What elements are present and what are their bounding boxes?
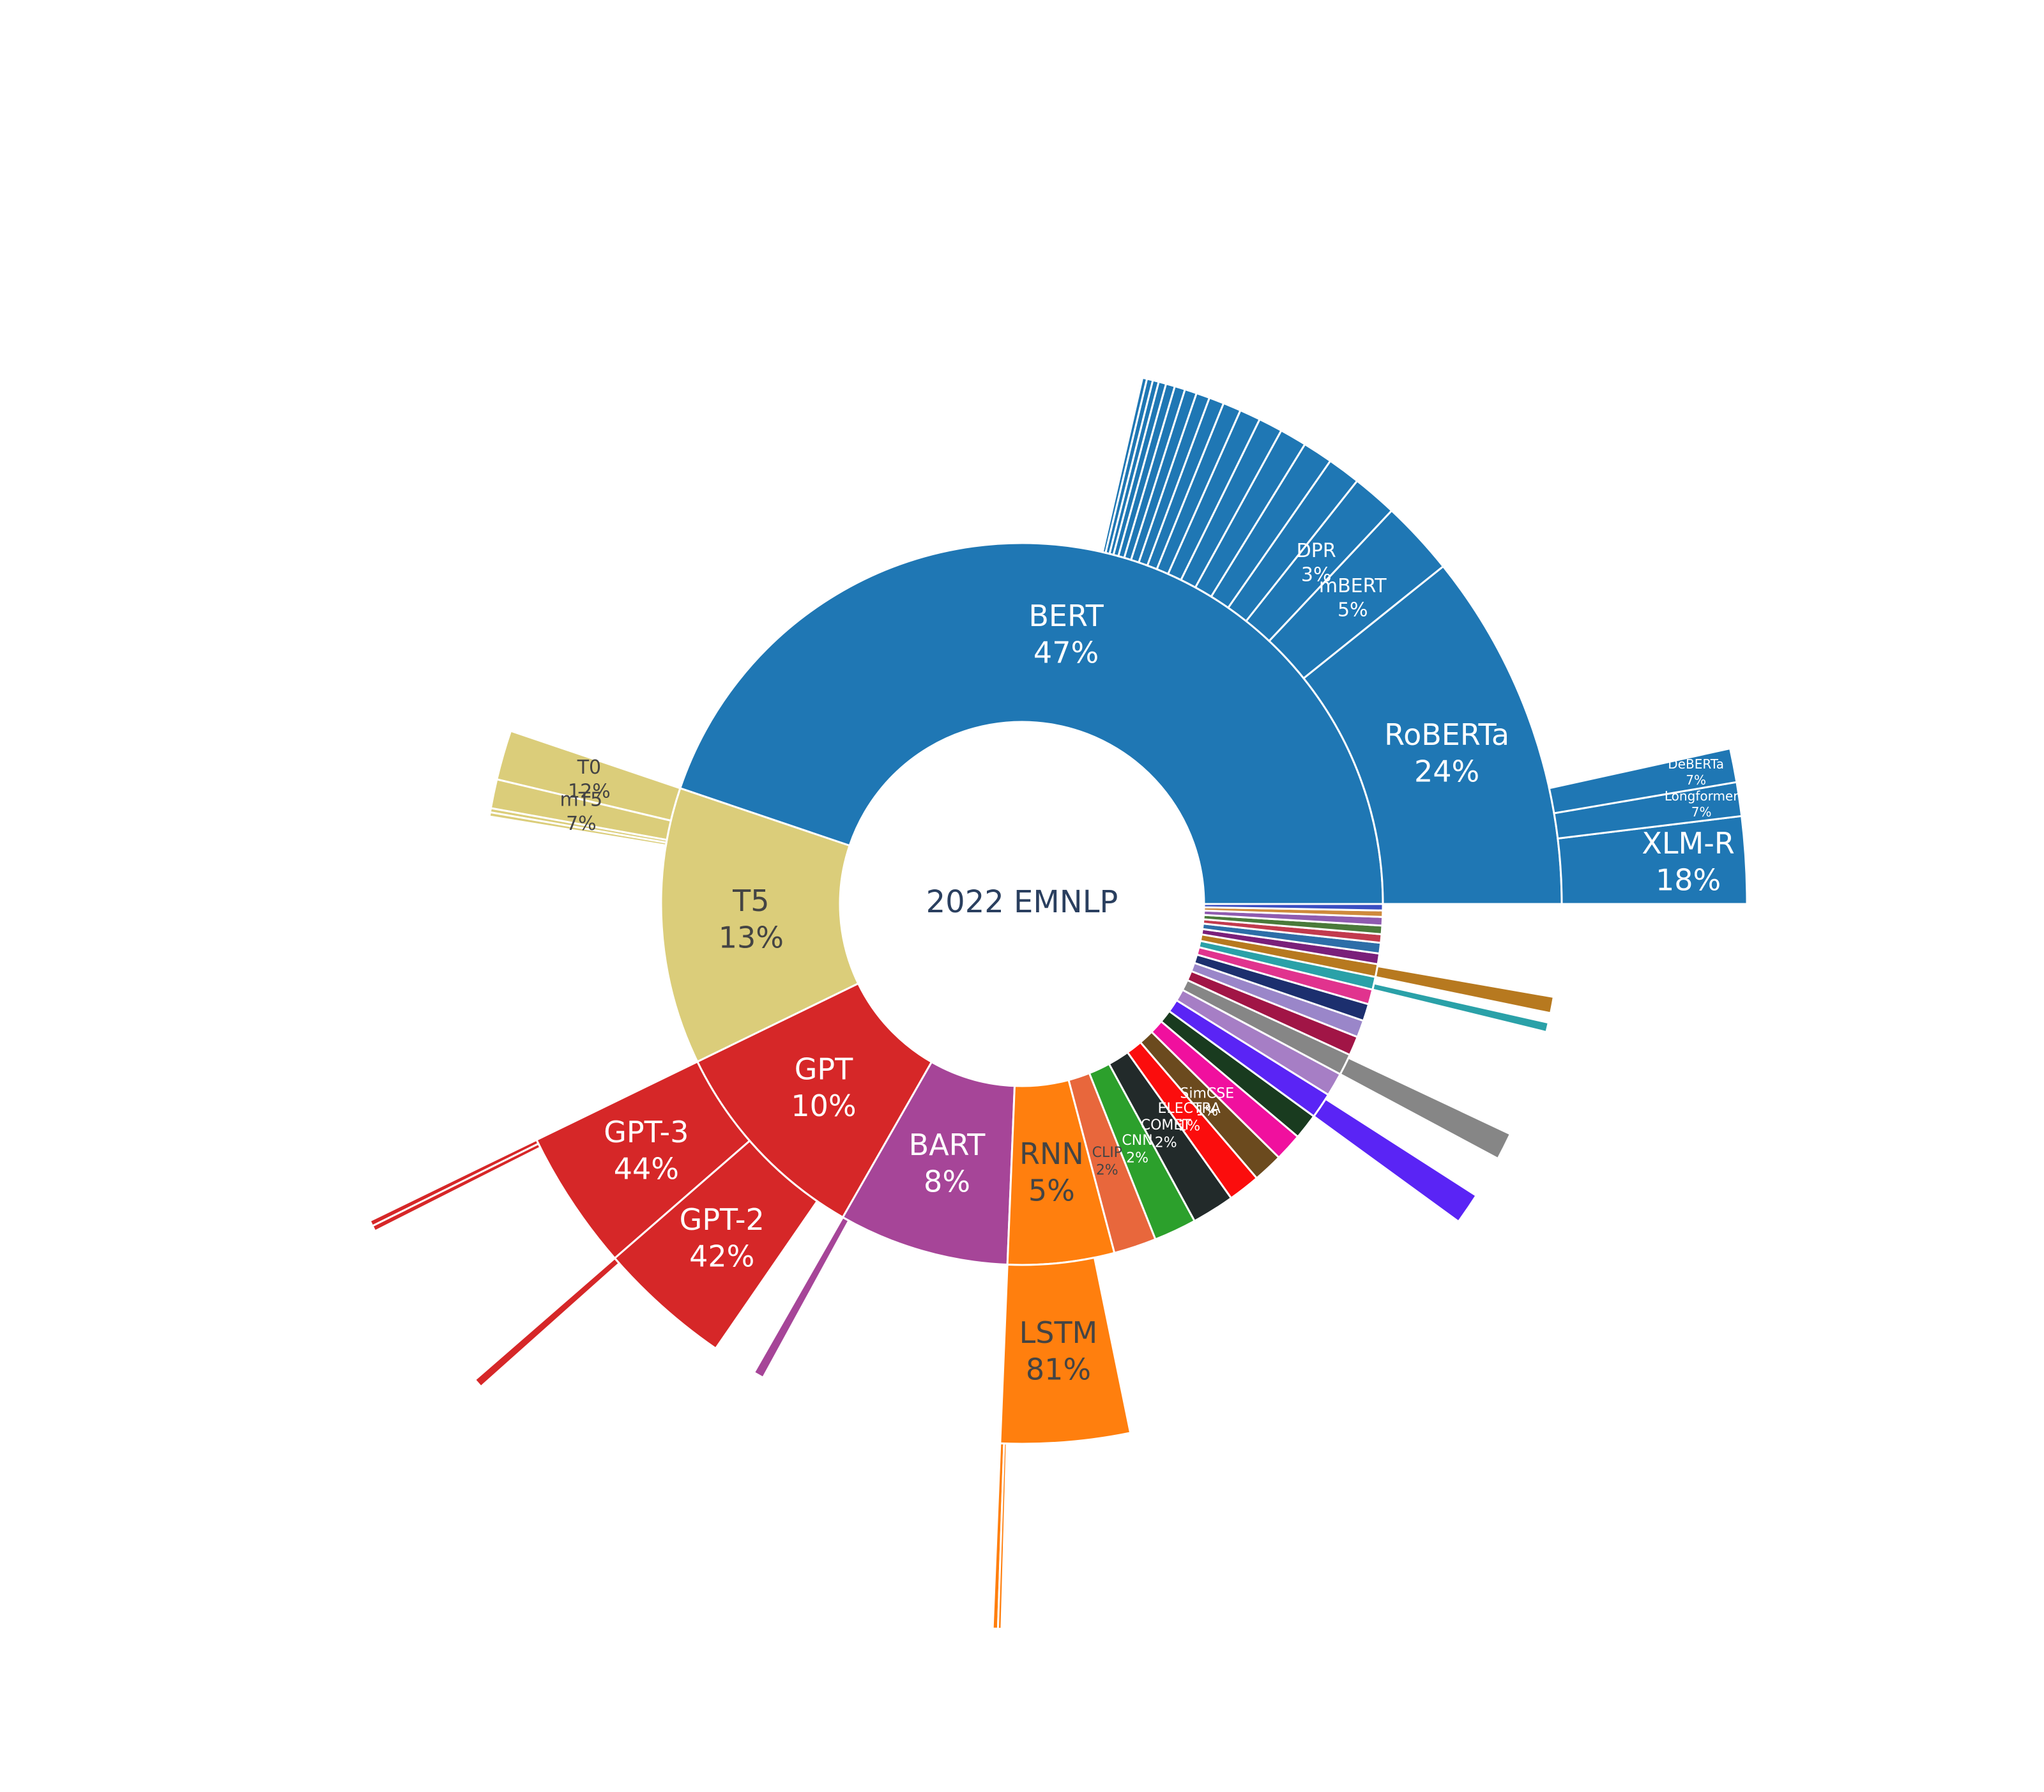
label-gpt-2: GPT-2 42%	[680, 1202, 765, 1274]
segment-xlm-r[interactable]	[1557, 815, 1748, 905]
label-simcse: SimCSE 1%	[1180, 1085, 1234, 1119]
label-roberta: RoBERTa 24%	[1384, 717, 1509, 788]
label-longformer: Longformer 7%	[1665, 788, 1739, 819]
segment-o1[interactable]	[1150, 1020, 1299, 1159]
segment-cnn[interactable]	[1088, 1062, 1196, 1241]
segment-longformer[interactable]	[1553, 781, 1743, 840]
segment-lstm[interactable]	[999, 1256, 1132, 1445]
ring-3	[369, 747, 1748, 1630]
segment-t5-child-21[interactable]	[488, 811, 667, 847]
segment-bert-child-4[interactable]	[1210, 443, 1332, 609]
segment-t0[interactable]	[496, 730, 682, 822]
segment-bert-child-7[interactable]	[1166, 409, 1262, 581]
label-cnn: CNN 2%	[1122, 1133, 1152, 1167]
label-electra: ELECTRA 1%	[1158, 1101, 1221, 1135]
label-comet: COMET 2%	[1141, 1117, 1192, 1151]
segment-o5-child-27[interactable]	[1339, 1056, 1512, 1160]
segment-bert-child-17[interactable]	[1101, 376, 1148, 555]
segment-bart-child-24[interactable]	[752, 1216, 850, 1379]
label-mt5: mT5 7%	[560, 788, 603, 835]
segment-comet[interactable]	[1108, 1051, 1233, 1223]
label-t0: T0 12%	[568, 756, 611, 802]
segment-gpt-2-child-6[interactable]	[473, 1257, 621, 1388]
segment-lstm-child-8[interactable]	[996, 1442, 1008, 1630]
segment-bert-child-8[interactable]	[1155, 402, 1242, 576]
segment-gpt-2[interactable]	[613, 1139, 819, 1350]
label-gpt: GPT 10%	[791, 1052, 856, 1123]
ring-2	[488, 376, 1563, 1445]
label-bart: BART 8%	[909, 1127, 986, 1198]
label-clip: CLIP 2%	[1092, 1145, 1122, 1179]
label-t5: T5 13%	[719, 884, 784, 955]
segment-electra[interactable]	[1126, 1041, 1258, 1200]
ring-1	[660, 542, 1384, 1266]
segment-o4[interactable]	[1175, 988, 1342, 1096]
segment-o11-child-28[interactable]	[1374, 965, 1555, 1015]
segment-labels: BERT 47% T5 13% GPT 10% BART 8% RNN 5% CLIP 2%CNN 2%…	[560, 539, 1739, 1386]
label-lstm: LSTM 81%	[1019, 1315, 1098, 1387]
segment-gpt-3-child-4[interactable]	[369, 1138, 540, 1228]
segment-gpt-3-child-5[interactable]	[371, 1142, 542, 1233]
segment-o10-child-29[interactable]	[1371, 982, 1550, 1034]
segment-mbert[interactable]	[1267, 509, 1445, 680]
segment-o2[interactable]	[1159, 1009, 1315, 1138]
label-deberta: DeBERTa 7%	[1668, 756, 1724, 787]
segment-dpr[interactable]	[1244, 479, 1393, 643]
label-xlm-r: XLM-R 18%	[1642, 825, 1734, 897]
segment-o18[interactable]	[1203, 903, 1384, 912]
center-label: 2022 EMNLP	[926, 884, 1118, 920]
label-bert: BERT 47%	[1028, 599, 1104, 670]
label-gpt-3: GPT-3 44%	[604, 1115, 689, 1186]
label-dpr: DPR 3%	[1297, 539, 1336, 586]
segment-simcse[interactable]	[1139, 1030, 1281, 1180]
segment-deberta[interactable]	[1548, 747, 1738, 815]
segment-o3-child-26[interactable]	[1312, 1098, 1478, 1223]
label-mbert: mBERT 5%	[1319, 574, 1387, 621]
segment-mt5[interactable]	[489, 778, 673, 841]
segment-bert-child-3[interactable]	[1226, 459, 1359, 623]
label-rnn: RNN 5%	[1019, 1136, 1084, 1207]
segment-bert-child-5[interactable]	[1194, 429, 1306, 598]
segment-clip[interactable]	[1067, 1071, 1157, 1254]
segment-bert-child-6[interactable]	[1179, 418, 1283, 589]
